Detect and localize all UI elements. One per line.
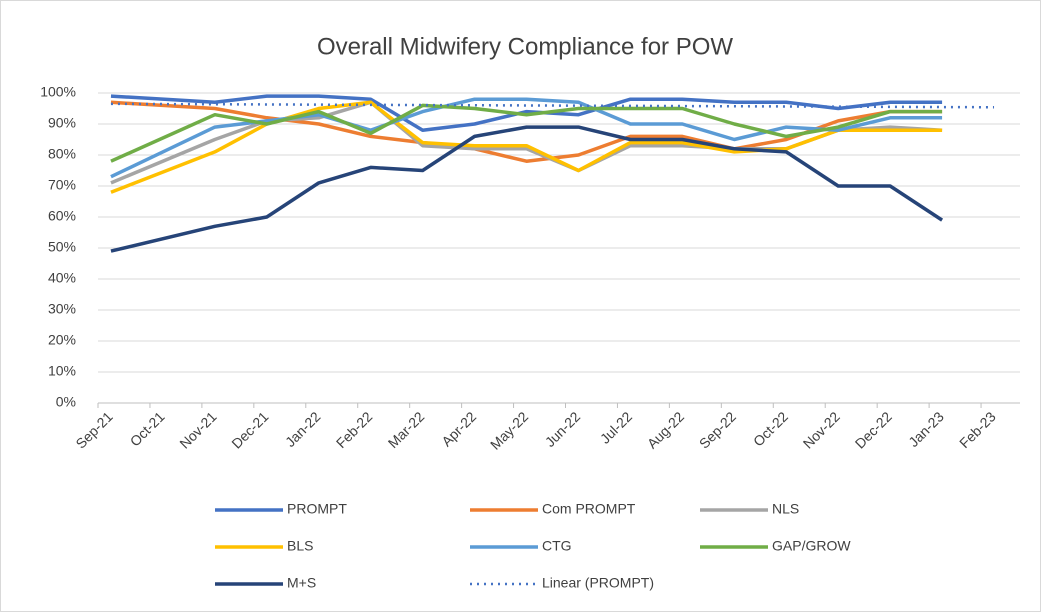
y-tick-label: 60% [48, 208, 76, 224]
y-tick-label: 50% [48, 239, 76, 255]
series-line [110, 125, 944, 253]
y-tick-label: 20% [48, 332, 76, 348]
legend-label: NLS [772, 501, 799, 517]
legend-label: Com PROMPT [542, 501, 636, 517]
y-tick-label: 10% [48, 363, 76, 379]
y-tick-label: 30% [48, 301, 76, 317]
legend-label: GAP/GROW [772, 538, 851, 554]
y-tick-label: 80% [48, 146, 76, 162]
chart-title: Overall Midwifery Compliance for POW [317, 33, 733, 60]
y-tick-label: 70% [48, 177, 76, 193]
series-line [110, 103, 943, 163]
legend-label: Linear (PROMPT) [542, 575, 654, 591]
legend-label: M+S [287, 575, 316, 591]
y-tick-label: 0% [56, 394, 76, 410]
legend-label: BLS [287, 538, 313, 554]
y-tick-label: 90% [48, 115, 76, 131]
trend-line [110, 102, 995, 109]
legend-label: CTG [542, 538, 572, 554]
legend-label: PROMPT [287, 501, 347, 517]
y-tick-label: 100% [40, 84, 76, 100]
y-tick-label: 40% [48, 270, 76, 286]
